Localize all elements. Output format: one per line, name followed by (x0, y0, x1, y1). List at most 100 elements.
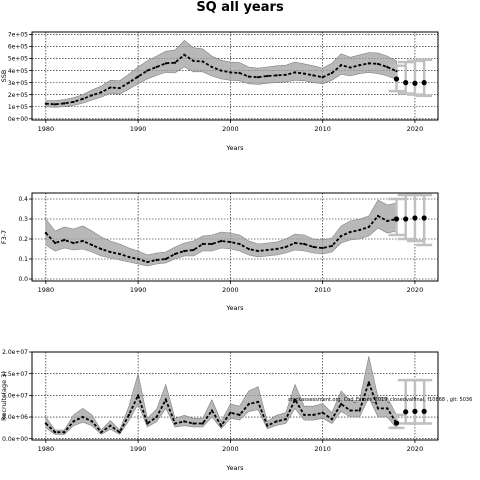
x-tick-label: 2000 (222, 125, 239, 133)
estimate-point (284, 73, 287, 76)
x-tick-label: 2020 (407, 445, 424, 453)
chart-panel-3: 1980 1990 2000 2010 2020 0.0e+00 5.0e+06 1.0e+0… (0, 349, 439, 472)
y-tick-label: 0.4 (18, 196, 28, 203)
estimate-point (81, 239, 84, 243)
y-tick-label: 1.0e+07 (2, 393, 28, 400)
estimate-point (201, 422, 204, 425)
estimate-point (386, 407, 389, 410)
estimate-point (367, 62, 370, 65)
estimate-point (164, 62, 167, 65)
forecast-point (412, 80, 418, 86)
estimate-point (386, 65, 389, 69)
estimate-point (44, 422, 47, 425)
y-tick-label: 7e+05 (8, 32, 28, 39)
estimate-point (127, 413, 130, 416)
estimate-point (100, 91, 103, 94)
estimate-point (90, 420, 94, 423)
estimate-point (72, 100, 75, 104)
forecast-point (403, 409, 409, 415)
estimate-point (256, 249, 260, 253)
estimate-point (118, 86, 121, 90)
estimate-point (100, 247, 103, 251)
x-tick-label: 1990 (130, 445, 147, 453)
estimate-point (376, 407, 380, 410)
estimate-point (275, 247, 278, 251)
estimate-point (266, 424, 269, 427)
figure-title: SQ all years (196, 0, 284, 15)
y-tick-label: 3e+05 (8, 80, 28, 87)
estimate-point (44, 231, 47, 235)
y-tick-label: 6e+05 (8, 44, 28, 51)
x-tick-label: 1990 (130, 125, 147, 133)
estimate-point (109, 250, 112, 254)
estimate-point (127, 255, 130, 259)
estimate-point (256, 400, 260, 403)
estimate-point (146, 69, 149, 72)
estimate-point (256, 76, 260, 79)
estimate-point (275, 420, 278, 423)
estimate-point (238, 413, 241, 416)
estimate-point (81, 415, 84, 419)
estimate-point (303, 413, 306, 416)
estimate-point (312, 413, 315, 416)
estimate-point (349, 230, 352, 234)
estimate-point (183, 53, 186, 57)
y-tick-label: 1.5e+07 (2, 371, 28, 378)
estimate-point (155, 65, 158, 69)
estimate-point (238, 242, 241, 246)
estimate-point (229, 411, 232, 414)
estimate-point (210, 65, 214, 69)
estimate-point (72, 241, 75, 245)
estimate-point (303, 242, 306, 246)
estimate-point (293, 398, 297, 401)
y-axis-label: SSB (0, 70, 8, 83)
x-tick-label: 1980 (38, 445, 55, 453)
estimate-point (220, 239, 223, 243)
estimate-point (376, 62, 380, 66)
x-axis-label: Years (225, 304, 244, 312)
estimate-point (109, 424, 112, 427)
estimate-point (53, 241, 57, 245)
estimate-point (53, 103, 57, 106)
y-tick-label: 0.0e+00 (2, 436, 28, 443)
estimate-point (266, 74, 269, 78)
forecast-point (393, 420, 400, 426)
estimate-point (183, 420, 186, 423)
forecast-point (403, 80, 409, 86)
estimate-point (137, 394, 140, 397)
estimate-point (118, 252, 121, 256)
y-tick-label: 1e+05 (8, 104, 28, 111)
y-tick-label: 0.0 (18, 276, 28, 283)
x-axis-label: Years (225, 144, 244, 152)
estimate-point (340, 402, 343, 406)
x-tick-label: 2000 (222, 286, 239, 294)
forecast-point (421, 80, 427, 86)
y-tick-label: 4e+05 (8, 68, 28, 75)
estimate-point (210, 409, 214, 412)
estimate-point (395, 70, 398, 73)
estimate-point (173, 61, 177, 64)
forecast-point (421, 408, 427, 414)
x-tick-label: 1980 (38, 286, 55, 294)
y-axis-label: Recruits(age 3) (0, 371, 8, 421)
y-tick-label: 0e+00 (8, 116, 28, 123)
estimate-point (358, 409, 361, 412)
y-tick-label: 5e+05 (8, 56, 28, 63)
estimate-point (100, 431, 103, 434)
forecast-point (412, 215, 418, 221)
y-tick-label: 5.0e+06 (2, 414, 28, 421)
estimate-point (192, 59, 195, 63)
estimate-point (201, 60, 204, 63)
estimate-point (44, 102, 47, 105)
estimate-point (201, 242, 204, 246)
estimate-point (367, 225, 370, 229)
estimate-point (192, 248, 195, 252)
estimate-point (340, 234, 343, 238)
forecast-point (393, 216, 400, 222)
estimate-point (220, 424, 223, 427)
estimate-point (183, 249, 186, 253)
confidence-band (45, 39, 397, 108)
x-tick-label: 2020 (407, 125, 424, 133)
estimate-point (247, 247, 250, 251)
